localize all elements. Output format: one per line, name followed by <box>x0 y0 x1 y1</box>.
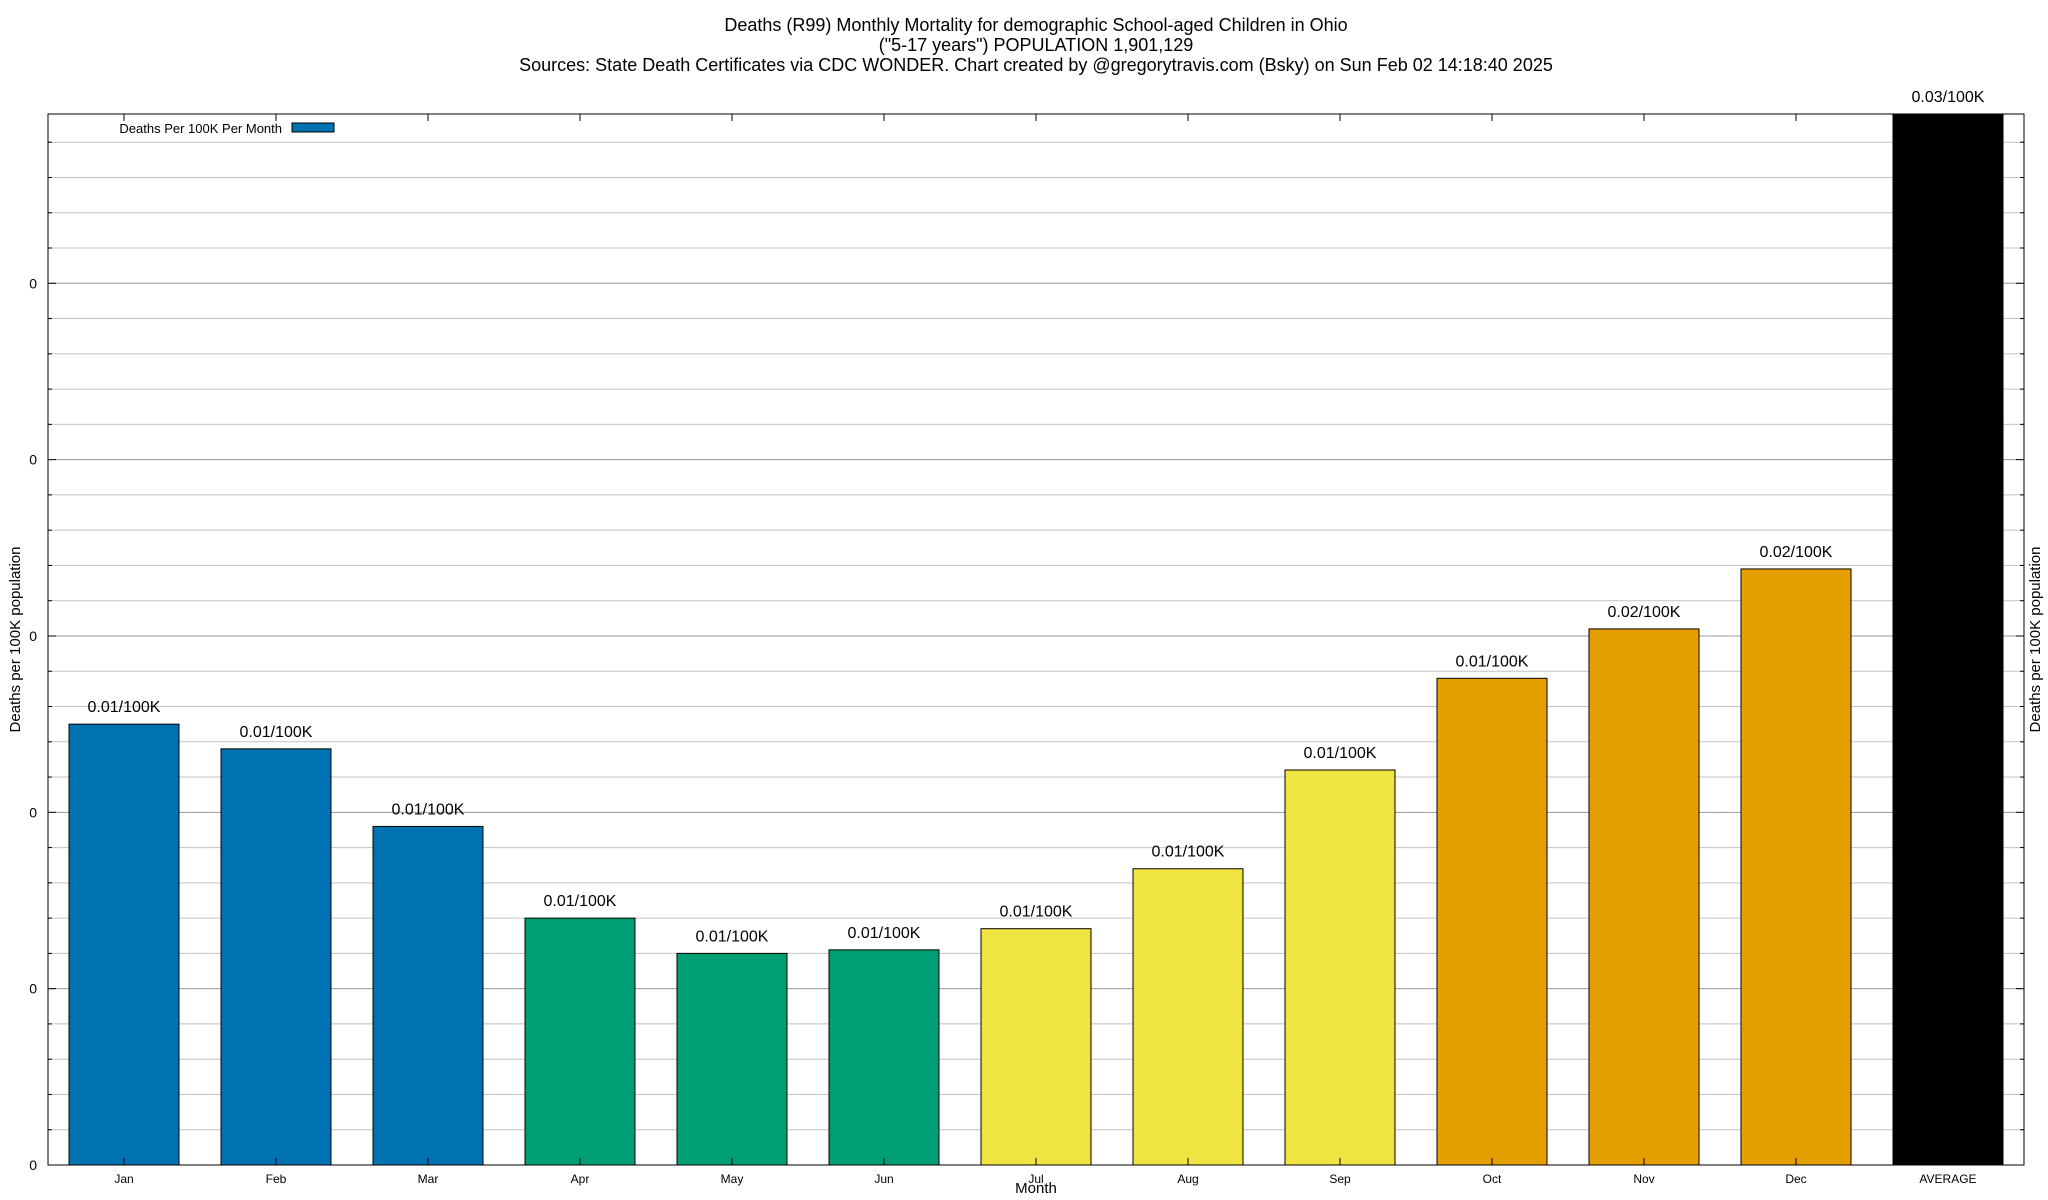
legend-label: Deaths Per 100K Per Month <box>119 121 282 136</box>
x-axis-ticks: Jan Feb Mar Apr May Jun Jul Aug Sep Oct Nov Dec AVER… <box>114 114 1977 1186</box>
bar <box>1588 628 1700 1166</box>
bar <box>1284 769 1396 1166</box>
bar-value-label: 0.01/100K <box>544 893 617 910</box>
bar-value-label: 0.02/100K <box>1760 544 1833 561</box>
bar <box>68 723 180 1166</box>
title-line: ("5-17 years") POPULATION 1,901,129 <box>879 35 1194 55</box>
y-tick-label: 0 <box>29 452 37 468</box>
y-tick-label: 0 <box>29 628 37 644</box>
x-tick-label: Jun <box>874 1172 893 1186</box>
x-tick-label: Feb <box>266 1172 287 1186</box>
bar <box>220 748 332 1166</box>
x-tick-label: Jan <box>114 1172 133 1186</box>
x-tick-label: Apr <box>571 1172 590 1186</box>
legend: Deaths Per 100K Per Month <box>119 121 335 136</box>
bar <box>828 949 940 1166</box>
legend-swatch <box>291 122 335 133</box>
y2-axis-label: Deaths per 100K population <box>2027 547 2044 733</box>
bar-value-label: 0.01/100K <box>1000 904 1073 921</box>
bar-value-label: 0.01/100K <box>392 801 465 818</box>
bar-value-label: 0.01/100K <box>848 925 921 942</box>
chart-title: Deaths (R99) Monthly Mortality for demog… <box>519 15 1553 75</box>
title-line: Deaths (R99) Monthly Mortality for demog… <box>724 15 1347 35</box>
bar <box>676 952 788 1166</box>
y-tick-label: 0 <box>29 804 37 820</box>
x-tick-label: May <box>721 1172 744 1186</box>
bar <box>524 917 636 1166</box>
y-tick-label: 0 <box>29 981 37 997</box>
bar <box>980 928 1092 1166</box>
x-tick-label: Sep <box>1329 1172 1351 1186</box>
x-tick-label: Aug <box>1177 1172 1198 1186</box>
x-tick-label: AVERAGE <box>1919 1172 1976 1186</box>
bar-value-label: 0.01/100K <box>240 724 313 741</box>
bar-value-label: 0.01/100K <box>1304 745 1377 762</box>
y-axis-ticks: 0 0 0 0 0 0 <box>29 275 37 1173</box>
x-axis-label: Month <box>1015 1180 1057 1197</box>
y-axis-label: Deaths per 100K population <box>7 547 24 733</box>
bar <box>1436 677 1548 1166</box>
bar-value-label: 0.01/100K <box>88 699 161 716</box>
bar-value-label: 0.01/100K <box>696 928 769 945</box>
x-tick-label: Mar <box>418 1172 439 1186</box>
bar-value-label: 0.03/100K <box>1912 89 1985 106</box>
y-tick-label: 0 <box>29 1157 37 1173</box>
x-tick-label: Dec <box>1785 1172 1806 1186</box>
title-line: Sources: State Death Certificates via CD… <box>519 55 1553 75</box>
bar-value-label: 0.01/100K <box>1152 844 1225 861</box>
x-tick-label: Oct <box>1483 1172 1502 1186</box>
x-tick-label: Nov <box>1633 1172 1654 1186</box>
bar-value-label: 0.01/100K <box>1456 653 1529 670</box>
bar <box>372 825 484 1166</box>
bar-value-label: 0.02/100K <box>1608 604 1681 621</box>
bar <box>1132 868 1244 1166</box>
bars: 0.01/100K 0.01/100K 0.01/100K 0.01/100K 0.01… <box>68 89 2004 1166</box>
y-tick-label: 0 <box>29 275 37 291</box>
bar <box>1740 568 1852 1166</box>
bar <box>1892 113 2004 1166</box>
x-tick-label: Jul <box>1028 1172 1043 1186</box>
